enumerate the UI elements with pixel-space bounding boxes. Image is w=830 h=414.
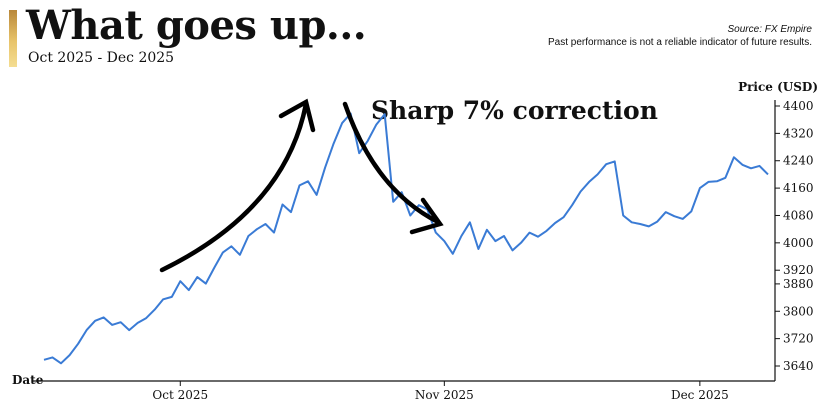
chart-subtitle: Oct 2025 - Dec 2025 xyxy=(28,50,175,66)
x-tick-label: Dec 2025 xyxy=(671,388,729,402)
y-tick-label: 4000 xyxy=(783,236,814,250)
x-tick-label: Nov 2025 xyxy=(415,388,474,402)
y-tick-label: 3920 xyxy=(783,263,814,277)
y-tick-label: 4320 xyxy=(783,126,814,140)
disclaimer-note: Past performance is not a reliable indic… xyxy=(547,37,812,48)
source-note: Source: FX Empire xyxy=(727,24,812,35)
fall-arrow-shaft xyxy=(342,101,441,225)
y-tick-label: 3640 xyxy=(783,359,814,373)
price-series-line xyxy=(43,112,769,365)
y-tick-label: 4160 xyxy=(783,181,814,195)
correction-annotation: Sharp 7% correction xyxy=(371,96,658,125)
y-tick-label: 4240 xyxy=(783,154,814,168)
title-accent-bar xyxy=(9,10,17,67)
x-axis-label: Date xyxy=(12,373,44,387)
y-tick-label: 4400 xyxy=(783,99,814,113)
y-tick-label: 3720 xyxy=(783,332,814,346)
fall-arrow-head xyxy=(409,197,444,235)
x-tick-label: Oct 2025 xyxy=(152,388,208,402)
annotation-arrows xyxy=(159,98,444,273)
rise-arrow-shaft xyxy=(159,101,309,273)
x-ticks: Oct 2025 Nov 2025 Dec 2025 xyxy=(152,381,729,402)
rise-arrow-head xyxy=(278,98,316,133)
y-tick-label: 4080 xyxy=(783,208,814,222)
y-tick-label: 3880 xyxy=(783,277,814,291)
y-tick-label: 3800 xyxy=(783,304,814,318)
y-axis-label: Price (USD) xyxy=(738,80,818,94)
chart-title: What goes up... xyxy=(26,2,367,49)
